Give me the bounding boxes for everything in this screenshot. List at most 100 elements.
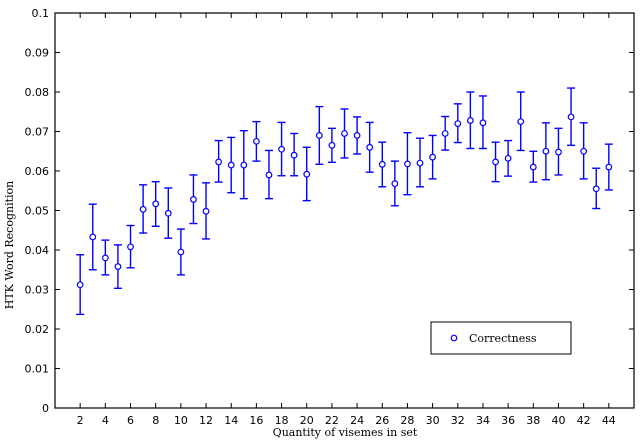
data-point	[239, 130, 248, 200]
data-point	[126, 224, 135, 269]
y-tick-label: 0.08	[25, 86, 50, 99]
data-point	[403, 131, 412, 196]
x-tick-label: 6	[127, 414, 134, 427]
y-tick-label: 0.01	[25, 363, 50, 376]
point-marker	[441, 130, 449, 137]
point-marker	[479, 119, 487, 127]
point-marker	[353, 132, 361, 139]
legend-box	[430, 321, 572, 355]
data-point	[139, 184, 148, 234]
x-tick-label: 34	[476, 414, 490, 427]
point-marker	[466, 117, 474, 124]
x-tick-label: 28	[400, 414, 414, 427]
data-point	[302, 146, 311, 202]
data-point	[189, 174, 198, 225]
data-point	[378, 141, 387, 188]
data-point	[164, 187, 173, 239]
point-marker	[366, 143, 374, 151]
point-marker	[215, 158, 223, 166]
data-point	[428, 134, 437, 180]
data-point	[176, 228, 185, 276]
data-point	[340, 108, 349, 159]
point-marker	[240, 161, 248, 169]
data-point	[491, 141, 500, 183]
x-tick-label: 44	[602, 414, 616, 427]
data-point	[327, 127, 336, 164]
point-marker	[529, 163, 537, 171]
x-tick-label: 38	[526, 414, 540, 427]
x-tick-label: 42	[577, 414, 591, 427]
x-axis-title: Quantity of visemes in set	[273, 426, 418, 439]
y-tick-label: 0.02	[25, 323, 50, 336]
point-marker	[101, 254, 109, 262]
x-tick-label: 18	[275, 414, 289, 427]
data-point	[76, 254, 85, 316]
data-point	[441, 115, 450, 151]
point-marker	[504, 154, 512, 162]
point-marker	[114, 263, 122, 270]
point-marker	[328, 141, 336, 149]
y-tick-label: 0.1	[32, 7, 50, 20]
data-point	[290, 132, 299, 177]
point-marker	[127, 243, 134, 251]
y-tick-label: 0.06	[25, 165, 50, 178]
legend-label: Correctness	[469, 332, 537, 345]
data-point	[365, 121, 374, 173]
point-marker	[152, 200, 160, 208]
data-point	[151, 180, 160, 228]
y-tick-label: 0.03	[25, 284, 50, 297]
data-point	[478, 95, 487, 150]
point-marker	[164, 209, 172, 217]
data-point	[541, 122, 550, 181]
data-point	[277, 121, 286, 177]
point-marker	[89, 233, 97, 241]
x-tick-label: 26	[375, 414, 389, 427]
point-marker	[315, 132, 323, 139]
x-tick-label: 2	[77, 414, 84, 427]
x-tick-label: 16	[249, 414, 263, 427]
y-tick-label: 0	[42, 402, 49, 415]
point-marker	[429, 153, 437, 161]
point-marker	[555, 148, 562, 156]
point-marker	[202, 207, 210, 215]
x-tick-label: 30	[426, 414, 440, 427]
point-marker	[517, 118, 525, 126]
x-tick-label: 4	[102, 414, 109, 427]
axes: 0 0.01 0.02 0.03 0.04 0.05 0.06 0.07 0.08 0.09 0.1…	[25, 7, 635, 427]
data-point	[113, 244, 122, 290]
data-point	[567, 87, 576, 147]
data-point	[529, 150, 538, 183]
x-tick-label: 36	[501, 414, 515, 427]
point-marker	[492, 158, 499, 166]
point-marker	[278, 145, 285, 153]
data-point	[579, 122, 588, 180]
data-point	[227, 136, 236, 194]
point-marker	[177, 248, 185, 256]
x-tick-label: 12	[199, 414, 213, 427]
point-marker	[265, 171, 273, 179]
data-point	[453, 103, 462, 144]
data-point	[214, 139, 223, 183]
data-point	[504, 139, 513, 177]
x-tick-label: 10	[174, 414, 188, 427]
x-tick-label: 20	[300, 414, 314, 427]
point-marker	[592, 185, 600, 193]
point-marker	[416, 159, 424, 167]
point-marker	[227, 161, 235, 169]
x-tick-label: 32	[451, 414, 465, 427]
point-marker	[378, 160, 386, 168]
data-point	[315, 105, 324, 165]
data-point	[466, 91, 475, 150]
y-tick-label: 0.05	[25, 205, 50, 218]
data-point	[416, 137, 425, 188]
data-point	[264, 149, 273, 200]
data-point	[604, 143, 613, 191]
data-point	[353, 116, 362, 155]
point-marker	[190, 196, 197, 203]
point-marker	[391, 180, 399, 188]
legend: Correctness	[430, 321, 572, 355]
data-marks	[76, 87, 613, 316]
data-point	[554, 127, 563, 176]
point-marker	[542, 147, 550, 155]
point-marker	[454, 120, 462, 127]
